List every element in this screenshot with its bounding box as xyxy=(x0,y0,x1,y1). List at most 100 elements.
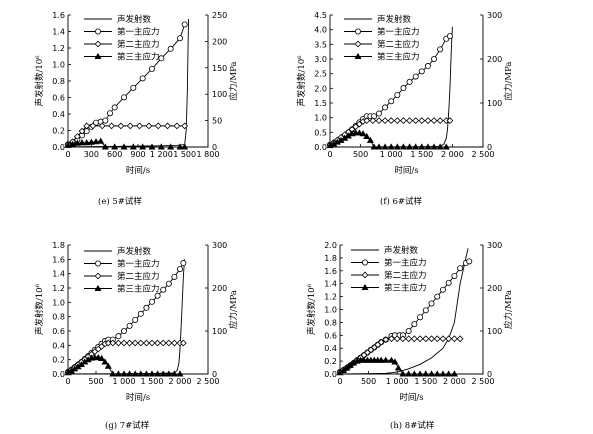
data-point xyxy=(171,273,178,280)
data-point xyxy=(78,139,86,146)
legend-marker xyxy=(361,259,368,266)
data-point xyxy=(363,117,371,124)
data-point xyxy=(437,46,444,53)
data-point xyxy=(139,143,147,150)
data-point xyxy=(430,143,438,150)
y-left-tick-label: 0.0 xyxy=(52,370,65,379)
legend-entry: 声发射数 xyxy=(377,14,412,25)
data-point xyxy=(97,137,105,144)
y-right-tick-label: 200 xyxy=(212,37,227,46)
data-point xyxy=(436,117,444,124)
data-point xyxy=(104,339,112,347)
y-left-tick-label: 2.0 xyxy=(324,241,337,250)
x-tick-label: 500 xyxy=(88,377,103,386)
data-point xyxy=(73,133,81,140)
data-point xyxy=(422,335,430,343)
y-left-tick-label: 1.4 xyxy=(52,28,65,37)
data-point xyxy=(382,104,389,111)
series-line xyxy=(67,125,185,145)
data-point xyxy=(355,129,363,136)
data-point xyxy=(394,92,401,99)
data-point xyxy=(117,122,125,130)
data-point xyxy=(410,370,418,377)
y-left-tick-label: 1.4 xyxy=(52,270,65,279)
data-point xyxy=(393,143,401,150)
data-point xyxy=(439,370,447,377)
data-point xyxy=(154,292,161,299)
data-point xyxy=(111,104,118,111)
legend-entry: 第三主应力 xyxy=(117,52,160,63)
y-left-tick-label: 1.4 xyxy=(324,280,337,289)
data-point xyxy=(400,85,407,92)
data-point xyxy=(115,339,122,347)
x-tick-label: 1 500 xyxy=(141,377,164,386)
data-point xyxy=(158,55,165,62)
y-left-tick-label: 0.4 xyxy=(52,110,65,119)
x-tick-label: 0 xyxy=(327,150,332,159)
data-point xyxy=(83,139,91,146)
y-left-tick-label: 0.0 xyxy=(324,370,337,379)
data-point xyxy=(377,338,385,346)
data-point xyxy=(179,339,187,347)
data-point xyxy=(143,339,150,347)
y-left-tick-label: 1.6 xyxy=(324,267,337,276)
data-point xyxy=(394,364,402,371)
data-point xyxy=(387,117,395,124)
data-point xyxy=(436,143,444,150)
legend-entry: 第一主应力 xyxy=(377,27,420,38)
data-point xyxy=(165,339,173,347)
data-point xyxy=(148,65,155,72)
panel-caption: (h) 8#试样 xyxy=(390,420,435,431)
legend-marker xyxy=(94,284,102,292)
legend-entry: 第一主应力 xyxy=(117,259,160,270)
y-right-tick-label: 300 xyxy=(487,11,502,20)
x-axis-label: 时间/s xyxy=(399,392,423,403)
data-point xyxy=(137,370,145,377)
data-point xyxy=(399,143,407,150)
x-tick-label: 2 000 xyxy=(441,150,464,159)
data-point xyxy=(167,45,174,52)
data-point xyxy=(406,143,414,150)
data-point xyxy=(439,335,447,343)
data-point xyxy=(356,120,363,128)
data-point xyxy=(73,139,81,146)
data-point xyxy=(446,117,454,124)
x-tick-label: 1 500 xyxy=(410,150,433,159)
data-point xyxy=(406,117,413,124)
y-left-tick-label: 1.8 xyxy=(52,241,65,250)
data-point xyxy=(375,143,383,150)
legend-entry: 第一主应力 xyxy=(117,27,160,38)
x-tick-label: 600 xyxy=(107,150,122,159)
legend-entry: 第二主应力 xyxy=(117,39,160,50)
data-point xyxy=(176,143,184,150)
legend-entry: 声发射数 xyxy=(117,246,152,257)
data-point xyxy=(154,122,162,130)
chart-panel-2: 0 500 1 000 1 500 2 000 2 500 0.0 0.5 1.0 1.5 2.0 2… xyxy=(296,11,514,207)
data-point xyxy=(159,370,167,377)
data-point xyxy=(98,122,106,130)
data-point xyxy=(102,117,109,124)
series-line xyxy=(339,248,469,375)
y-left-tick-label: 1.0 xyxy=(314,114,327,123)
y-left-tick-label: 0.8 xyxy=(52,313,65,322)
data-point xyxy=(377,356,385,363)
data-point xyxy=(181,21,188,28)
data-point xyxy=(126,370,134,377)
x-tick-label: 300 xyxy=(84,150,99,159)
panel-caption: (f) 6#试样 xyxy=(380,196,423,207)
y-right-axis-label: 应力/MPa xyxy=(228,290,239,329)
data-point xyxy=(89,122,97,130)
data-point xyxy=(439,286,446,293)
data-point xyxy=(451,272,458,279)
data-point xyxy=(170,370,178,377)
y-right-tick-label: 200 xyxy=(212,284,227,293)
y-left-axis-label: 声发射数/10⁶ xyxy=(34,283,45,335)
series-4 xyxy=(336,356,458,377)
data-point xyxy=(167,143,175,150)
data-point xyxy=(83,122,91,130)
data-point xyxy=(159,339,167,347)
data-point xyxy=(92,138,100,145)
y-left-tick-label: 0.0 xyxy=(314,143,327,152)
data-point xyxy=(148,298,155,305)
data-point xyxy=(108,122,115,130)
